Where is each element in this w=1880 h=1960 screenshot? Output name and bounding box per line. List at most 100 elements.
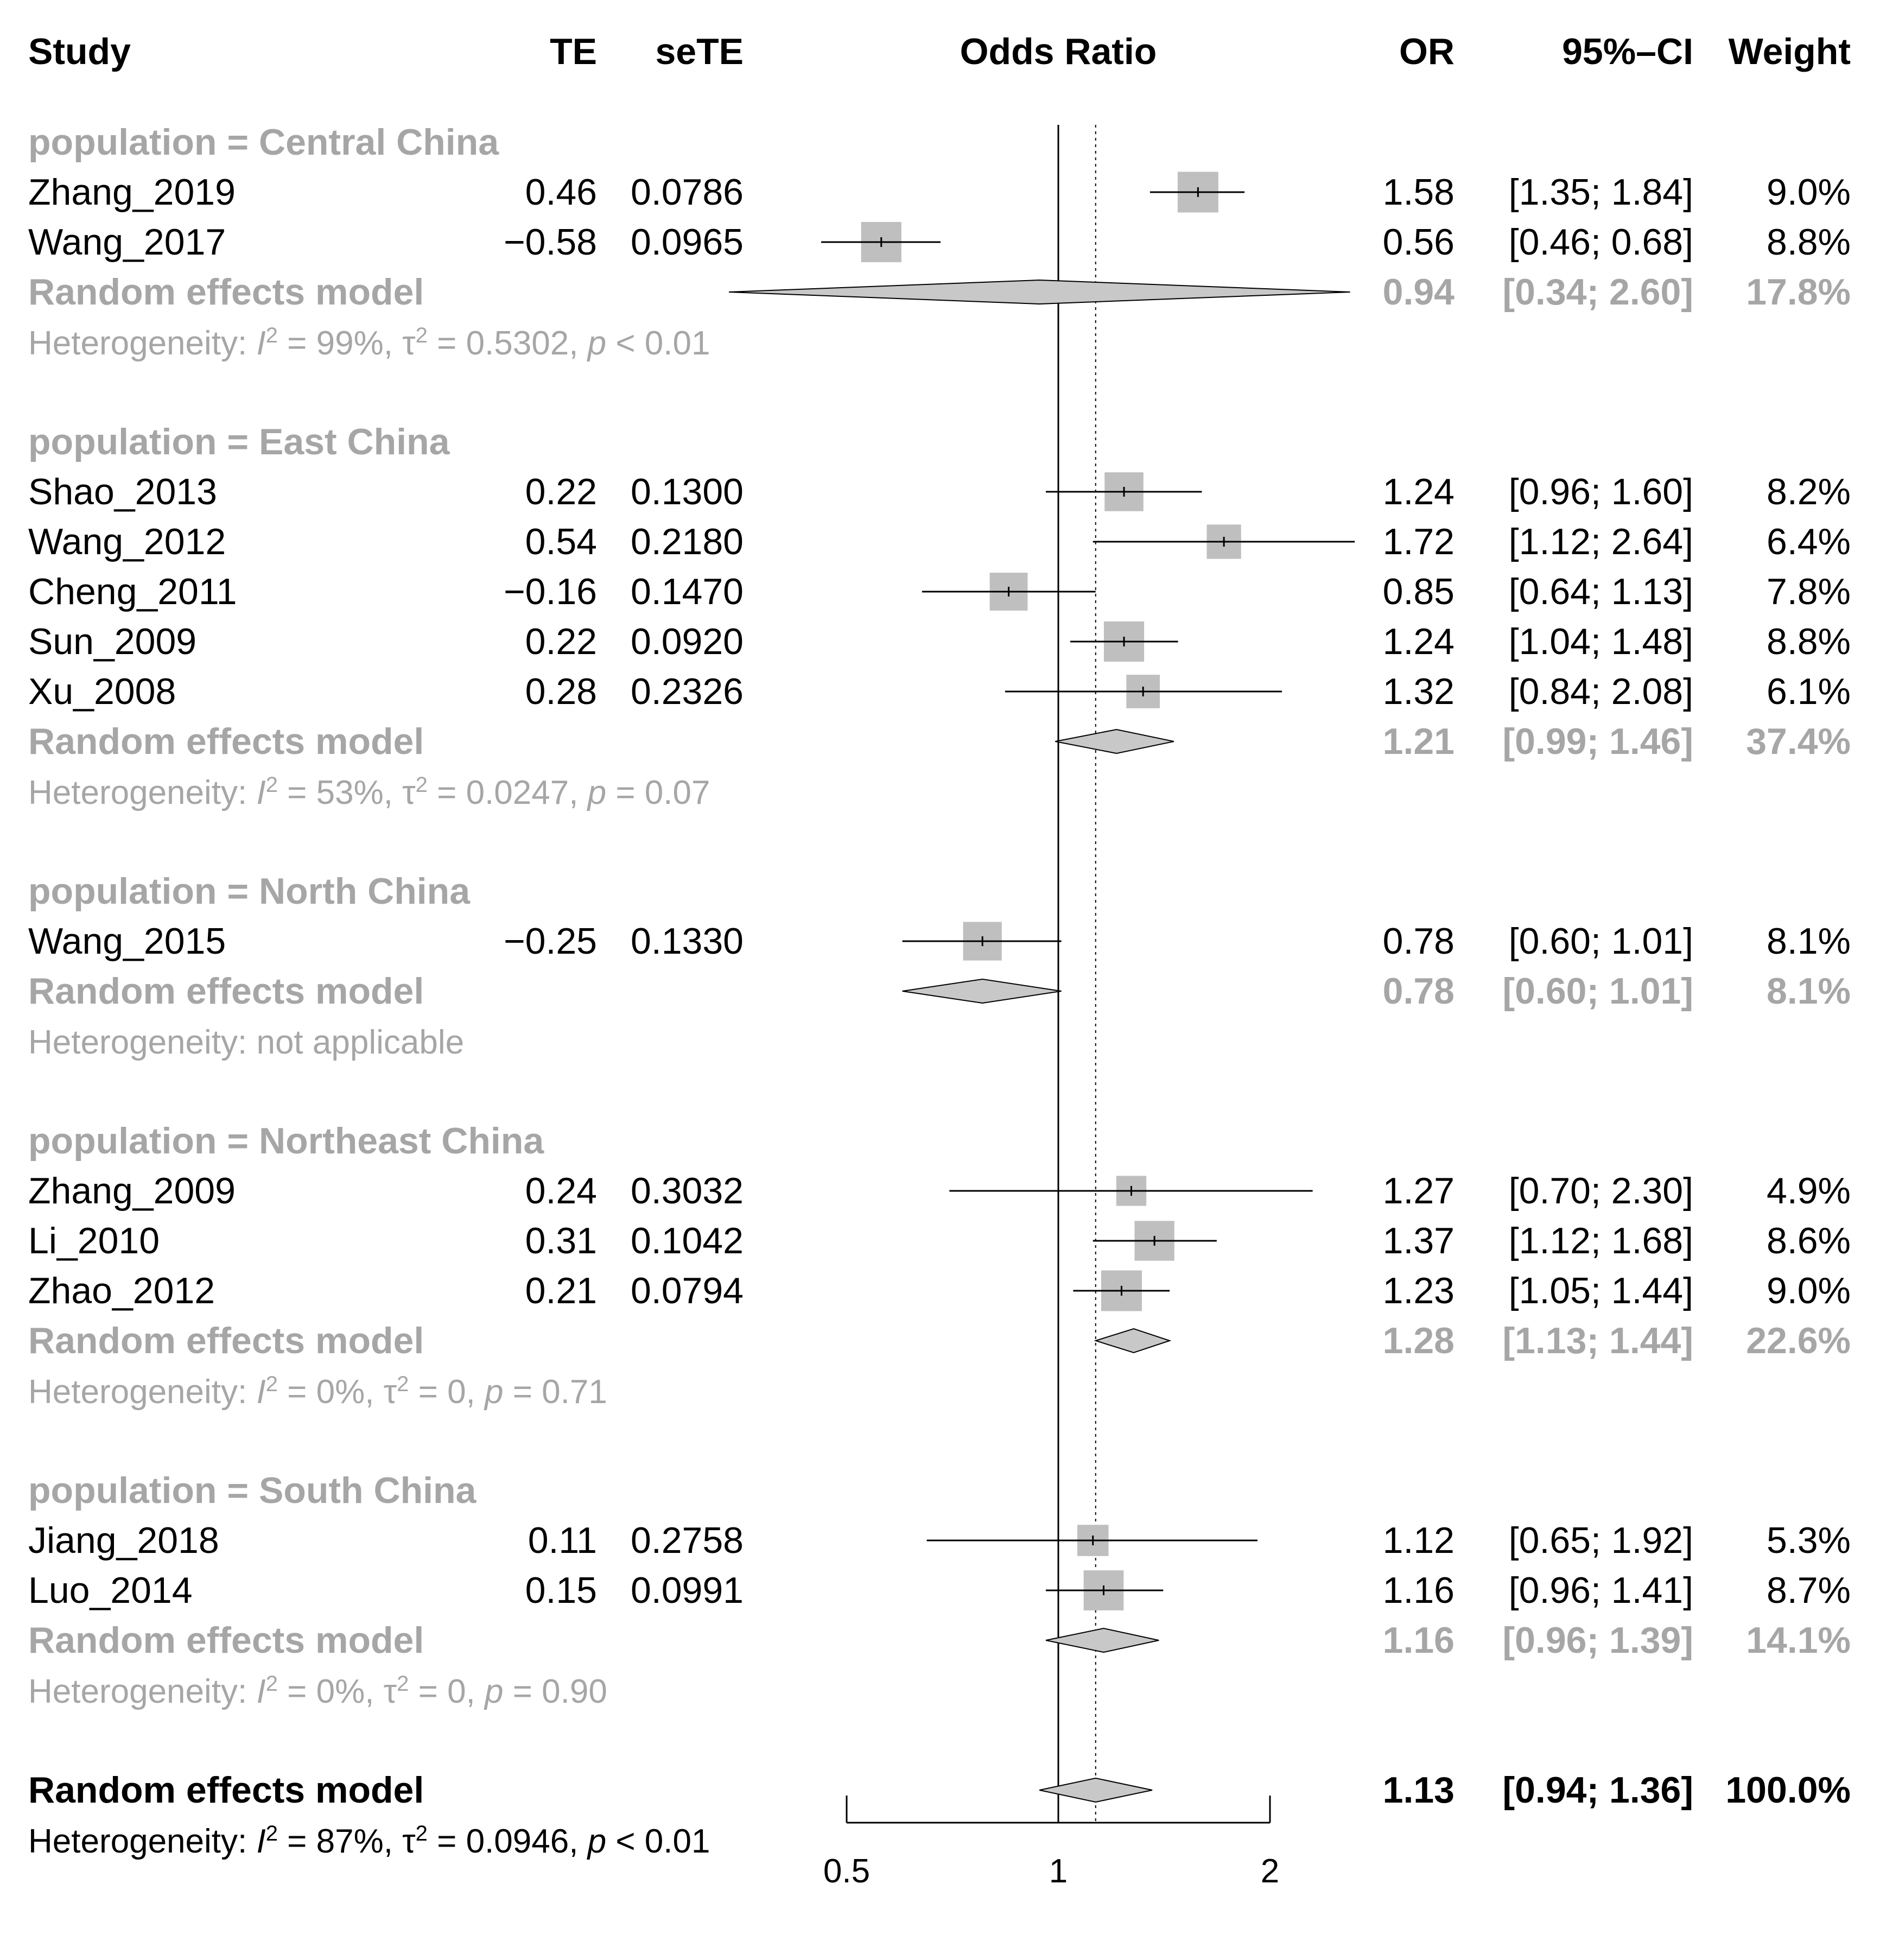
study-te: 0.21 <box>525 1270 597 1311</box>
subgroup-label: population = East China <box>28 421 450 462</box>
subgroup-model-or: 1.16 <box>1383 1620 1455 1661</box>
study-weight: 4.9% <box>1767 1170 1851 1211</box>
study-te: 0.15 <box>525 1570 597 1611</box>
study-ci: [0.96; 1.41] <box>1509 1570 1693 1611</box>
study-name: Luo_2014 <box>28 1570 193 1611</box>
study-ci: [1.12; 1.68] <box>1509 1220 1693 1261</box>
subgroup-model-label: Random effects model <box>28 1620 424 1661</box>
subgroup-label: population = Northeast China <box>28 1120 544 1162</box>
subgroup-model-label: Random effects model <box>28 971 424 1012</box>
header-odds-ratio: Odds Ratio <box>960 31 1157 72</box>
subgroup-model-ci: [0.60; 1.01] <box>1502 971 1693 1012</box>
subgroup-label: population = North China <box>28 871 471 912</box>
overall-heterogeneity: Heterogeneity: I2 = 87%, τ2 = 0.0946, p … <box>28 1822 710 1860</box>
study-or: 1.27 <box>1383 1170 1455 1211</box>
header-sete: seTE <box>655 31 744 72</box>
study-ci: [0.46; 0.68] <box>1509 221 1693 263</box>
subgroup-heterogeneity: Heterogeneity: I2 = 53%, τ2 = 0.0247, p … <box>28 773 710 811</box>
study-ci: [0.96; 1.60] <box>1509 471 1693 512</box>
overall-diamond <box>1039 1777 1153 1803</box>
study-sete: 0.0965 <box>631 221 744 263</box>
study-weight: 9.0% <box>1767 172 1851 213</box>
study-te: 0.28 <box>525 671 597 712</box>
subgroup-model-ci: [0.99; 1.46] <box>1502 721 1693 762</box>
header-or: OR <box>1399 31 1455 72</box>
subgroup-model-weight: 14.1% <box>1746 1620 1851 1661</box>
study-sete: 0.2758 <box>631 1520 744 1561</box>
overall-model-label: Random effects model <box>28 1769 424 1811</box>
study-te: 0.54 <box>525 521 597 562</box>
study-weight: 8.2% <box>1767 471 1851 512</box>
subgroup-label: population = Central China <box>28 122 499 163</box>
subgroup-model-label: Random effects model <box>28 721 424 762</box>
study-sete: 0.1300 <box>631 471 744 512</box>
overall-model-ci: [0.94; 1.36] <box>1502 1769 1693 1811</box>
study-ci: [0.64; 1.13] <box>1509 571 1693 612</box>
study-sete: 0.2326 <box>631 671 744 712</box>
study-te: −0.58 <box>504 221 597 263</box>
study-ci: [0.65; 1.92] <box>1509 1520 1693 1561</box>
study-name: Li_2010 <box>28 1220 160 1261</box>
study-te: 0.22 <box>525 471 597 512</box>
study-te: 0.24 <box>525 1170 597 1211</box>
subgroup-model-weight: 22.6% <box>1746 1320 1851 1361</box>
subgroup-diamond <box>728 279 1350 305</box>
subgroup-model-weight: 8.1% <box>1767 971 1851 1012</box>
study-sete: 0.1042 <box>631 1220 744 1261</box>
study-weight: 9.0% <box>1767 1270 1851 1311</box>
study-sete: 0.0920 <box>631 621 744 662</box>
x-tick-label: 2 <box>1261 1853 1279 1890</box>
subgroup-model-weight: 37.4% <box>1746 721 1851 762</box>
study-weight: 8.8% <box>1767 621 1851 662</box>
study-or: 0.78 <box>1383 921 1455 962</box>
study-or: 1.37 <box>1383 1220 1455 1261</box>
subgroup-model-label: Random effects model <box>28 271 424 313</box>
subgroup-heterogeneity: Heterogeneity: not applicable <box>28 1024 464 1061</box>
study-sete: 0.3032 <box>631 1170 744 1211</box>
study-name: Sun_2009 <box>28 621 196 662</box>
subgroup-model-or: 1.28 <box>1383 1320 1455 1361</box>
subgroup-model-ci: [0.34; 2.60] <box>1502 271 1693 313</box>
study-name: Wang_2012 <box>28 521 226 562</box>
study-name: Cheng_2011 <box>28 571 237 612</box>
subgroup-model-or: 0.78 <box>1383 971 1455 1012</box>
overall-model-or: 1.13 <box>1383 1769 1455 1811</box>
subgroup-model-label: Random effects model <box>28 1320 424 1361</box>
study-ci: [1.04; 1.48] <box>1509 621 1693 662</box>
study-or: 1.12 <box>1383 1520 1455 1561</box>
study-te: −0.25 <box>504 921 597 962</box>
header-study: Study <box>28 31 131 72</box>
subgroup-heterogeneity: Heterogeneity: I2 = 99%, τ2 = 0.5302, p … <box>28 324 710 362</box>
study-ci: [1.12; 2.64] <box>1509 521 1693 562</box>
subgroup-heterogeneity: Heterogeneity: I2 = 0%, τ2 = 0, p = 0.90 <box>28 1672 607 1710</box>
study-weight: 7.8% <box>1767 571 1851 612</box>
header-95ci: 95%–CI <box>1562 31 1693 72</box>
study-or: 1.23 <box>1383 1270 1455 1311</box>
study-or: 1.72 <box>1383 521 1455 562</box>
study-sete: 0.2180 <box>631 521 744 562</box>
subgroup-model-ci: [0.96; 1.39] <box>1502 1620 1693 1661</box>
study-name: Shao_2013 <box>28 471 217 512</box>
study-sete: 0.1330 <box>631 921 744 962</box>
study-weight: 8.1% <box>1767 921 1851 962</box>
study-te: 0.11 <box>528 1520 597 1561</box>
study-te: 0.46 <box>525 172 597 213</box>
x-tick-label: 1 <box>1049 1853 1068 1890</box>
overall-model-weight: 100.0% <box>1725 1769 1851 1811</box>
study-sete: 0.0794 <box>631 1270 744 1311</box>
subgroup-diamond <box>1094 1328 1172 1354</box>
study-name: Wang_2015 <box>28 921 226 962</box>
subgroup-label: population = South China <box>28 1470 477 1511</box>
study-ci: [1.05; 1.44] <box>1509 1270 1693 1311</box>
study-te: 0.22 <box>525 621 597 662</box>
subgroup-model-weight: 17.8% <box>1746 271 1851 313</box>
study-ci: [0.84; 2.08] <box>1509 671 1693 712</box>
x-tick-label: 0.5 <box>823 1853 870 1890</box>
study-name: Xu_2008 <box>28 671 176 712</box>
header-weight: Weight <box>1729 31 1851 72</box>
study-or: 1.32 <box>1383 671 1455 712</box>
subgroup-diamond <box>1045 1627 1159 1653</box>
subgroup-diamond <box>1055 728 1174 754</box>
study-sete: 0.1470 <box>631 571 744 612</box>
study-weight: 8.6% <box>1767 1220 1851 1261</box>
